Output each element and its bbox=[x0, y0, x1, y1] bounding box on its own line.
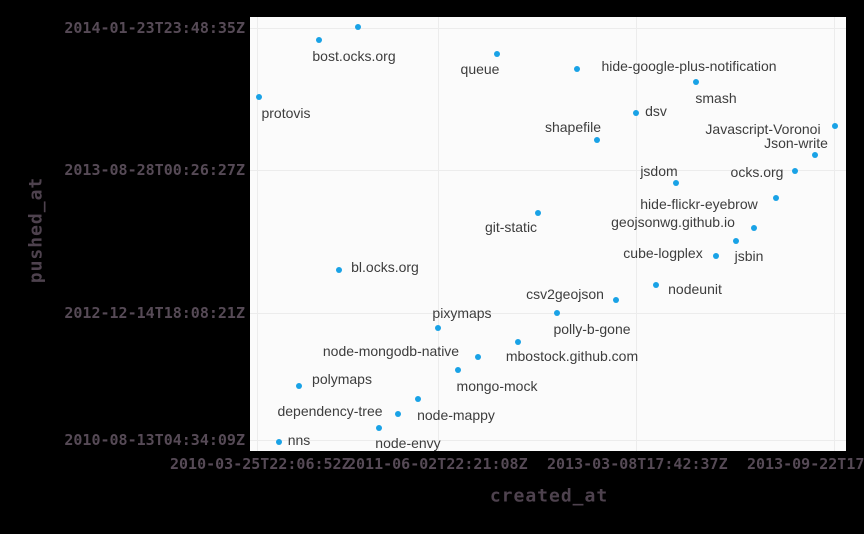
data-point-label: protovis bbox=[261, 105, 311, 121]
data-point-label: polymaps bbox=[312, 371, 372, 387]
data-point-label: dsv bbox=[645, 103, 667, 119]
grid-line-vertical bbox=[636, 17, 637, 451]
data-point-label: hide-flickr-eyebrow bbox=[640, 196, 758, 212]
grid-line-horizontal bbox=[250, 313, 846, 314]
data-point bbox=[296, 383, 302, 389]
data-point bbox=[276, 439, 282, 445]
data-point bbox=[535, 210, 541, 216]
data-point bbox=[792, 168, 798, 174]
data-point bbox=[554, 310, 560, 316]
data-point-label: queue bbox=[460, 61, 500, 77]
data-point-label: cube-logplex bbox=[623, 245, 703, 261]
data-point bbox=[594, 137, 600, 143]
data-point-label: bl.ocks.org bbox=[351, 259, 419, 275]
data-point bbox=[832, 123, 838, 129]
data-point-label: bost.ocks.org bbox=[312, 48, 396, 64]
data-point bbox=[574, 66, 580, 72]
data-point-label: geojsonwg.github.io bbox=[611, 214, 735, 230]
data-point bbox=[415, 396, 421, 402]
grid-line-horizontal bbox=[250, 440, 846, 441]
data-point-label: mongo-mock bbox=[456, 378, 538, 394]
y-tick-label: 2013-08-28T00:26:27Z bbox=[64, 161, 245, 179]
data-point-label: hide-google-plus-notification bbox=[601, 58, 777, 74]
data-point-label: jsbin bbox=[734, 248, 764, 264]
data-point bbox=[751, 225, 757, 231]
data-point bbox=[355, 24, 361, 30]
data-point bbox=[455, 367, 461, 373]
data-point bbox=[515, 339, 521, 345]
data-point bbox=[376, 425, 382, 431]
data-point-label: node-mappy bbox=[417, 407, 495, 423]
data-point bbox=[633, 110, 639, 116]
data-point-label: ocks.org bbox=[730, 164, 784, 180]
data-point-label: dependency-tree bbox=[277, 403, 383, 419]
x-tick-label: 2013-03-08T17:42:37Z bbox=[547, 455, 728, 473]
grid-line-horizontal bbox=[250, 170, 846, 171]
data-point-label: mbostock.github.com bbox=[505, 348, 639, 364]
data-point-label: polly-b-gone bbox=[553, 321, 631, 337]
data-point bbox=[494, 51, 500, 57]
data-point-label: node-mongodb-native bbox=[322, 343, 460, 359]
data-point-label: smash bbox=[695, 90, 737, 106]
y-axis-title: pushed_at bbox=[25, 176, 47, 284]
data-point bbox=[435, 325, 441, 331]
y-tick-label: 2010-08-13T04:34:09Z bbox=[64, 431, 245, 449]
data-point bbox=[773, 195, 779, 201]
grid-line-vertical bbox=[257, 17, 258, 451]
data-point bbox=[336, 267, 342, 273]
y-tick-label: 2014-01-23T23:48:35Z bbox=[64, 19, 245, 37]
data-point bbox=[653, 282, 659, 288]
data-point-label: node-envy bbox=[375, 435, 441, 451]
plot-area bbox=[250, 17, 846, 451]
y-tick-label: 2012-12-14T18:08:21Z bbox=[64, 304, 245, 322]
data-point bbox=[475, 354, 481, 360]
data-point bbox=[256, 94, 262, 100]
data-point bbox=[733, 238, 739, 244]
data-point bbox=[673, 180, 679, 186]
data-point bbox=[395, 411, 401, 417]
data-point bbox=[812, 152, 818, 158]
x-tick-label: 2011-06-02T22:21:08Z bbox=[347, 455, 528, 473]
data-point-label: Javascript-Voronoi bbox=[705, 121, 821, 137]
data-point-label: nns bbox=[287, 432, 311, 448]
data-point-label: Json-write bbox=[764, 135, 828, 151]
x-tick-label: 2013-09-22T17 bbox=[747, 455, 864, 473]
x-tick-label: 2010-03-25T22:06:52Z bbox=[170, 455, 351, 473]
data-point-label: pixymaps bbox=[432, 305, 492, 321]
data-point-label: git-static bbox=[484, 219, 538, 235]
data-point-label: nodeunit bbox=[668, 281, 722, 297]
data-point-label: jsdom bbox=[640, 163, 678, 179]
data-point bbox=[316, 37, 322, 43]
data-point bbox=[693, 79, 699, 85]
data-point-label: csv2geojson bbox=[526, 286, 604, 302]
data-point bbox=[613, 297, 619, 303]
x-axis-title: created_at bbox=[489, 485, 609, 507]
grid-line-vertical bbox=[834, 17, 835, 451]
data-point bbox=[713, 253, 719, 259]
grid-line-vertical bbox=[438, 17, 439, 451]
data-point-label: shapefile bbox=[544, 119, 602, 135]
grid-line-horizontal bbox=[250, 28, 846, 29]
